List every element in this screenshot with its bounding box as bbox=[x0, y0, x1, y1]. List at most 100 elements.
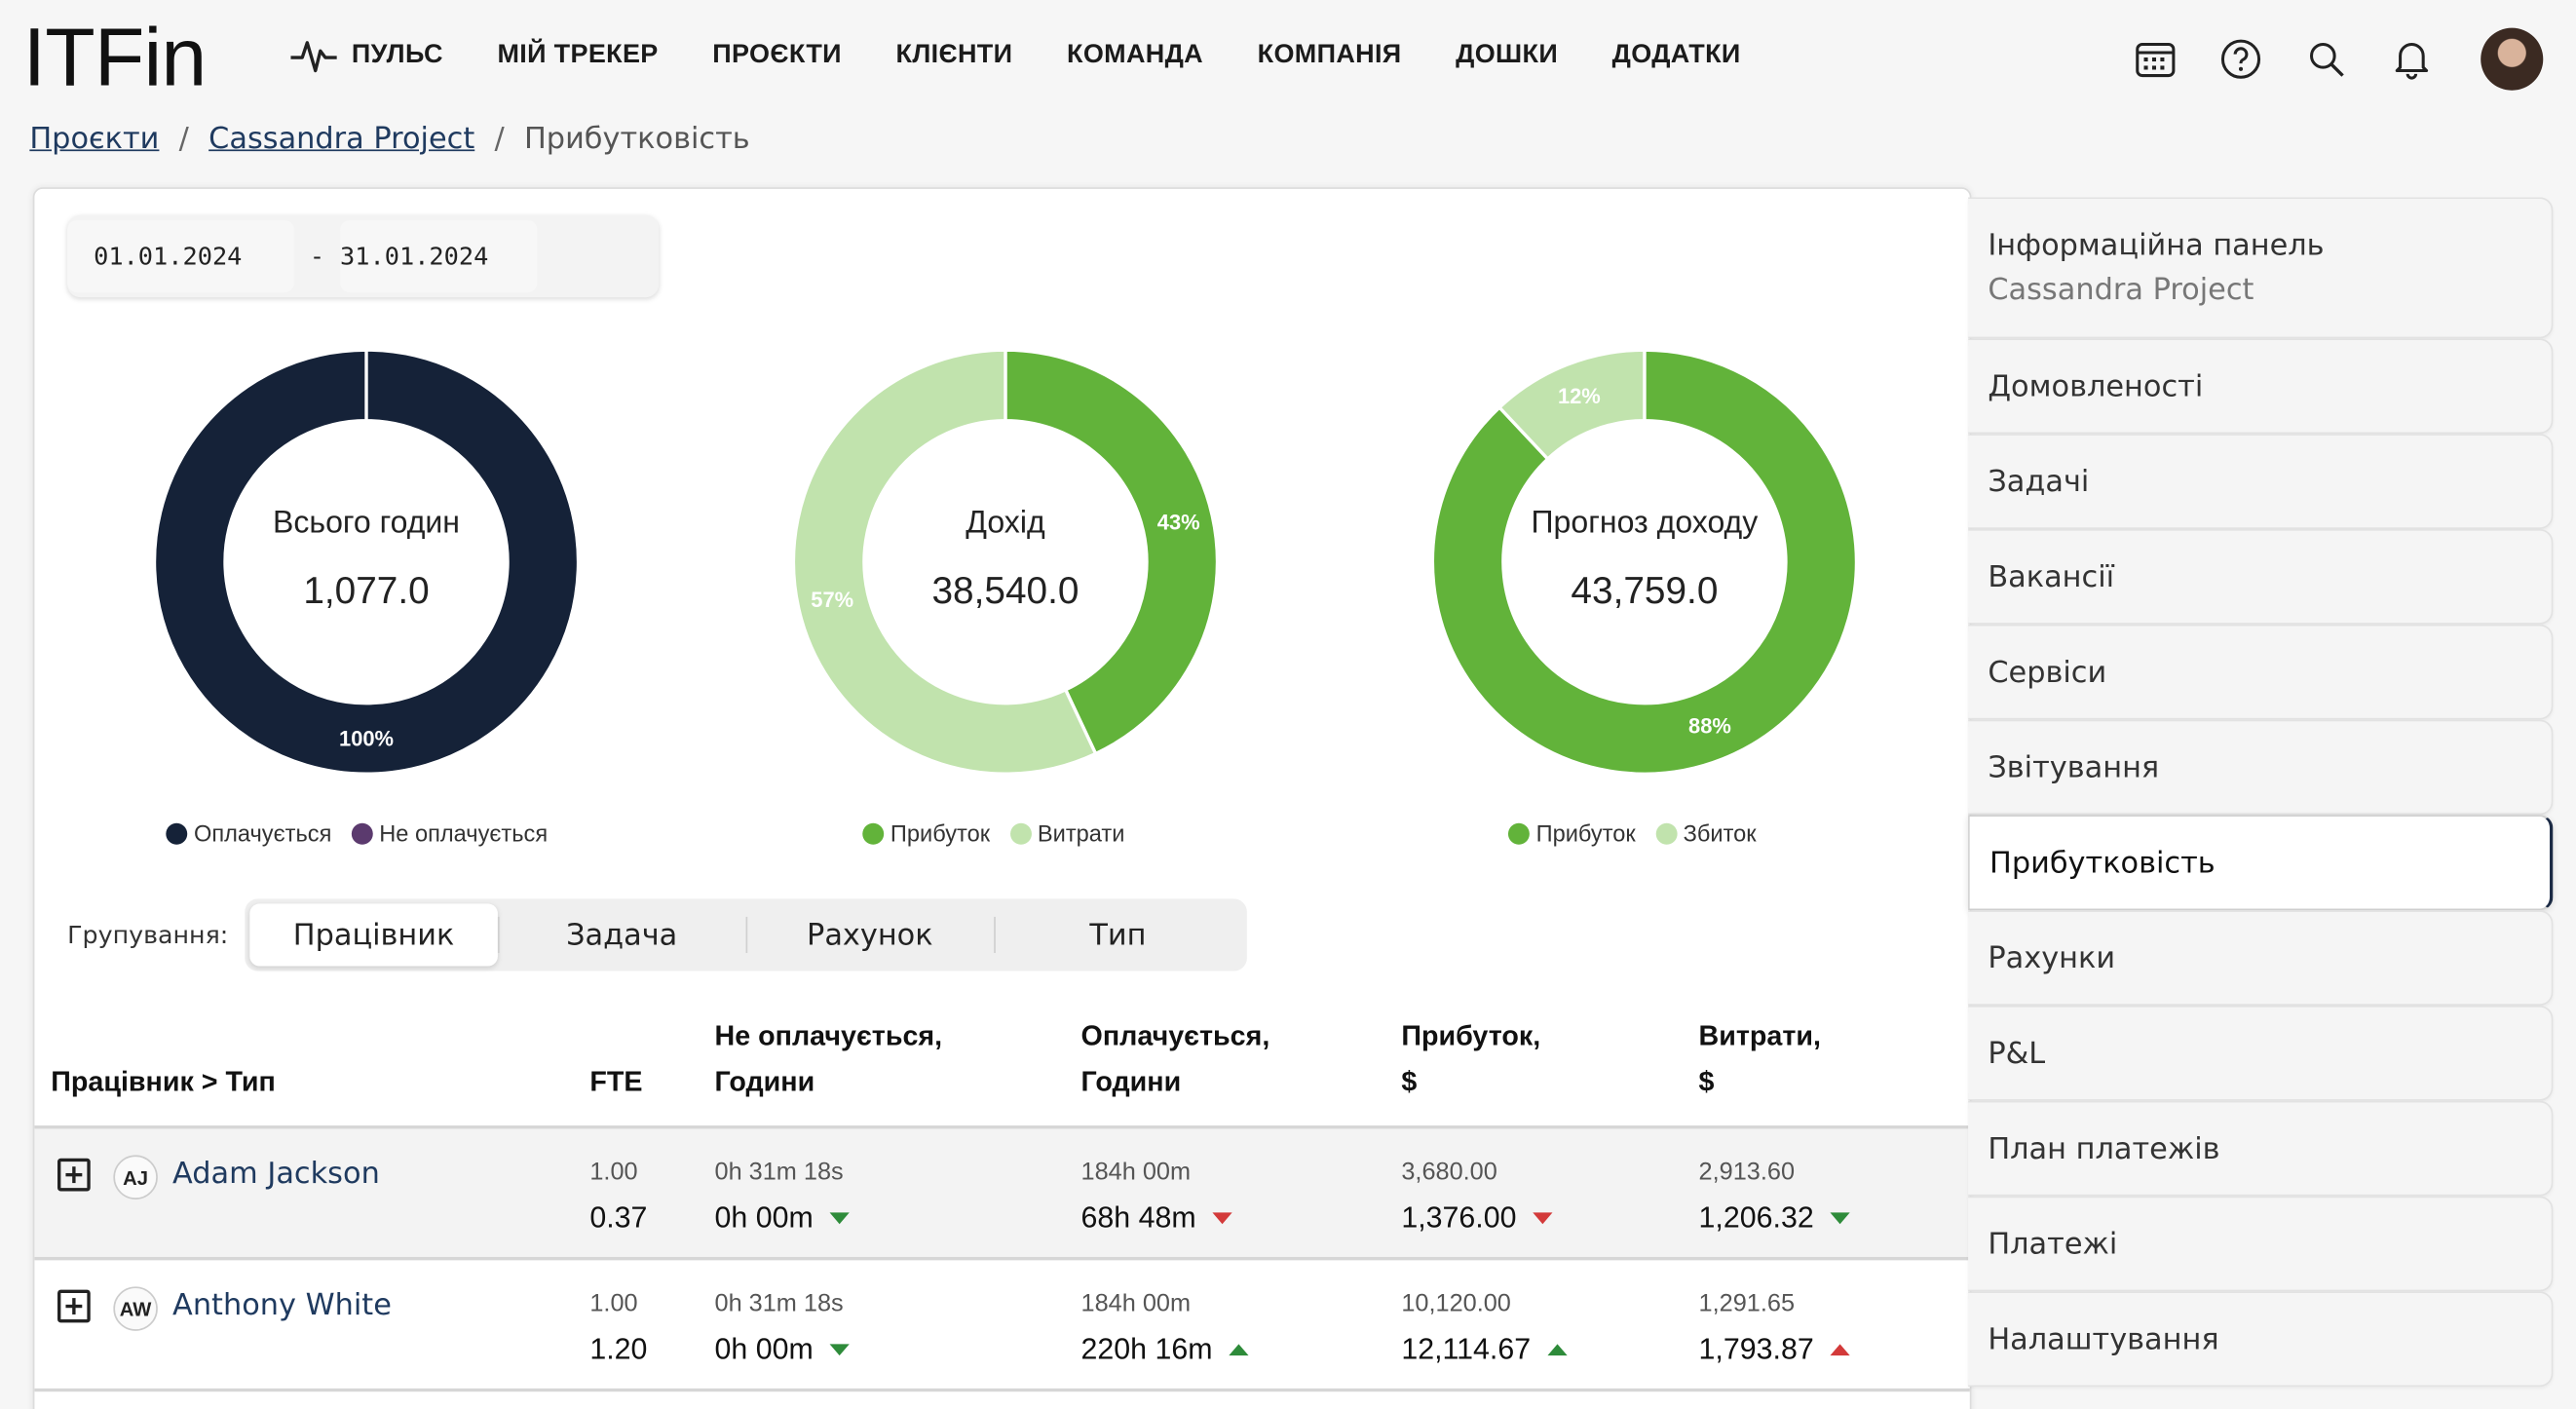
side-item-dashboard[interactable]: Інформаційна панель Cassandra Project bbox=[1968, 197, 2554, 339]
billable-actual: 68h 48m bbox=[1081, 1201, 1232, 1236]
trend-up-icon bbox=[1229, 1344, 1249, 1356]
chart-legend: Прибуток Витрати bbox=[862, 819, 1144, 846]
side-item-settings[interactable]: Налаштування bbox=[1968, 1291, 2554, 1388]
breadcrumb-current: Прибутковість bbox=[523, 121, 750, 157]
billable-plan: 184h 00m bbox=[1080, 1158, 1192, 1187]
cost-value: 1,793.87 bbox=[1698, 1332, 1814, 1366]
trend-up-icon bbox=[1830, 1344, 1850, 1356]
table-header: Працівник > Тип FTE Не оплачується, Годин… bbox=[34, 1010, 1970, 1129]
nonbillable-value: 0h 00m bbox=[714, 1332, 814, 1366]
expand-icon[interactable] bbox=[57, 1289, 91, 1323]
nav-projects[interactable]: ПРОЄКТИ bbox=[712, 41, 842, 69]
header-line: Не оплачується, bbox=[714, 1020, 943, 1052]
col-header-billable[interactable]: Оплачується, Години bbox=[1081, 1013, 1270, 1105]
search-icon[interactable] bbox=[2293, 26, 2359, 92]
nav-pulse[interactable]: ПУЛЬС bbox=[289, 36, 443, 75]
side-item-agreements[interactable]: Домовленості bbox=[1968, 338, 2554, 435]
trend-down-icon bbox=[829, 1212, 850, 1225]
side-item-invoices[interactable]: Рахунки bbox=[1968, 910, 2554, 1006]
legend-item[interactable]: Витрати bbox=[1009, 819, 1124, 846]
nav-team[interactable]: КОМАНДА bbox=[1067, 41, 1204, 69]
side-item-payment-plan[interactable]: План платежів bbox=[1968, 1100, 2554, 1197]
help-icon[interactable] bbox=[2208, 26, 2273, 92]
expand-icon[interactable] bbox=[57, 1158, 91, 1192]
legend-item[interactable]: Збиток bbox=[1654, 819, 1757, 846]
slice-label: 88% bbox=[1688, 714, 1731, 739]
donut-svg: 43% 57% bbox=[791, 348, 1220, 776]
header-line: Години bbox=[714, 1066, 815, 1098]
side-item-services[interactable]: Сервіси bbox=[1968, 624, 2554, 720]
header-line: Години bbox=[1080, 1066, 1182, 1098]
grouping-option-type[interactable]: Тип bbox=[994, 903, 1242, 966]
donut-slice[interactable] bbox=[1430, 348, 1859, 776]
profit-plan: 10,120.00 bbox=[1401, 1289, 1511, 1318]
fte-actual: 0.37 bbox=[589, 1201, 647, 1236]
side-item-pnl[interactable]: P&L bbox=[1968, 1005, 2554, 1101]
date-sep: - bbox=[309, 241, 325, 272]
donut-chart-hours: 100% Всього годин 1,077.0 bbox=[149, 345, 583, 779]
col-header-nonbillable[interactable]: Не оплачується, Години bbox=[715, 1013, 943, 1105]
profit-value: 1,376.00 bbox=[1401, 1200, 1517, 1235]
legend-label: Прибуток bbox=[1535, 819, 1636, 847]
side-item-vacancies[interactable]: Вакансії bbox=[1968, 528, 2554, 625]
date-from[interactable]: 01.01.2024 bbox=[67, 219, 294, 293]
nav-addons[interactable]: ДОДАТКИ bbox=[1611, 41, 1741, 69]
cost-actual: 1,793.87 bbox=[1699, 1333, 1850, 1367]
grouping-option-task[interactable]: Задача bbox=[497, 903, 746, 966]
legend-item[interactable]: Не оплачується bbox=[351, 819, 548, 846]
top-icons bbox=[2102, 26, 2544, 92]
breadcrumb-project[interactable]: Cassandra Project bbox=[208, 121, 475, 157]
donut-chart-income: 43% 57% Дохід 38,540.0 bbox=[788, 345, 1222, 779]
side-item-sublabel: Cassandra Project bbox=[1988, 272, 2254, 308]
employee-name[interactable]: Anthony White bbox=[172, 1288, 392, 1323]
col-header-costs[interactable]: Витрати, $ bbox=[1699, 1013, 1821, 1105]
donut-slice[interactable] bbox=[1004, 348, 1220, 756]
col-header-profit[interactable]: Прибуток, $ bbox=[1401, 1013, 1540, 1105]
donut-slice[interactable] bbox=[791, 348, 1098, 776]
breadcrumb: Проєкти / Cassandra Project / Прибуткові… bbox=[29, 122, 749, 156]
trend-down-icon bbox=[1212, 1212, 1232, 1225]
donut-slice[interactable] bbox=[152, 348, 581, 776]
grouping-option-invoice[interactable]: Рахунок bbox=[745, 903, 994, 966]
date-to[interactable]: 31.01.2024 bbox=[340, 219, 538, 293]
bell-icon[interactable] bbox=[2379, 26, 2444, 92]
col-header-fte[interactable]: FTE bbox=[589, 1066, 643, 1098]
header-line: Витрати, bbox=[1698, 1020, 1822, 1052]
logo[interactable]: ITFin bbox=[22, 11, 208, 104]
nav-company[interactable]: КОМПАНІЯ bbox=[1257, 41, 1402, 69]
side-item-reporting[interactable]: Звітування bbox=[1968, 719, 2554, 816]
legend-item[interactable]: Прибуток bbox=[862, 819, 990, 846]
donut-slice[interactable] bbox=[1496, 348, 1647, 462]
nav-clients[interactable]: КЛІЄНТИ bbox=[895, 41, 1013, 69]
side-item-payments[interactable]: Платежі bbox=[1968, 1196, 2554, 1292]
legend-item[interactable]: Прибуток bbox=[1507, 819, 1636, 847]
legend-label: Оплачується bbox=[193, 819, 332, 847]
main-nav: ПУЛЬС МІЙ ТРЕКЕР ПРОЄКТИ КЛІЄНТИ КОМАНДА… bbox=[289, 36, 1795, 75]
side-item-tasks[interactable]: Задачі bbox=[1968, 434, 2554, 529]
cost-plan: 2,913.60 bbox=[1698, 1158, 1796, 1187]
legend-dot bbox=[1654, 821, 1677, 844]
profitability-card: 01.01.2024 - 31.01.2024 100% Всього годи… bbox=[32, 187, 1972, 1409]
legend-item[interactable]: Оплачується bbox=[166, 819, 331, 846]
nonbillable-plan: 0h 31m 18s bbox=[714, 1158, 844, 1187]
grouping-option-employee[interactable]: Працівник bbox=[249, 903, 498, 967]
cost-plan: 1,291.65 bbox=[1698, 1289, 1796, 1318]
avatar[interactable] bbox=[2481, 27, 2544, 91]
nav-boards[interactable]: ДОШКИ bbox=[1456, 41, 1559, 69]
profit-value: 12,114.67 bbox=[1401, 1332, 1532, 1366]
nav-label: ПУЛЬС bbox=[351, 41, 443, 69]
donut-svg: 88% 12% bbox=[1430, 348, 1859, 776]
nonbillable-actual: 0h 00m bbox=[715, 1201, 850, 1236]
profit-plan: 3,680.00 bbox=[1401, 1158, 1497, 1187]
chart-value: 38,540.0 bbox=[931, 568, 1080, 612]
side-item-profitability[interactable]: Прибутковість bbox=[1968, 815, 2554, 911]
col-header-name[interactable]: Працівник > Тип bbox=[51, 1066, 276, 1098]
header-line: $ bbox=[1401, 1066, 1418, 1098]
calendar-icon[interactable] bbox=[2123, 26, 2188, 92]
date-range-picker[interactable]: 01.01.2024 - 31.01.2024 bbox=[67, 214, 660, 298]
breadcrumb-projects[interactable]: Проєкти bbox=[29, 121, 160, 157]
fte-actual: 1.20 bbox=[589, 1333, 647, 1367]
nav-my-tracker[interactable]: МІЙ ТРЕКЕР bbox=[497, 41, 659, 69]
employee-name[interactable]: Adam Jackson bbox=[172, 1157, 380, 1192]
